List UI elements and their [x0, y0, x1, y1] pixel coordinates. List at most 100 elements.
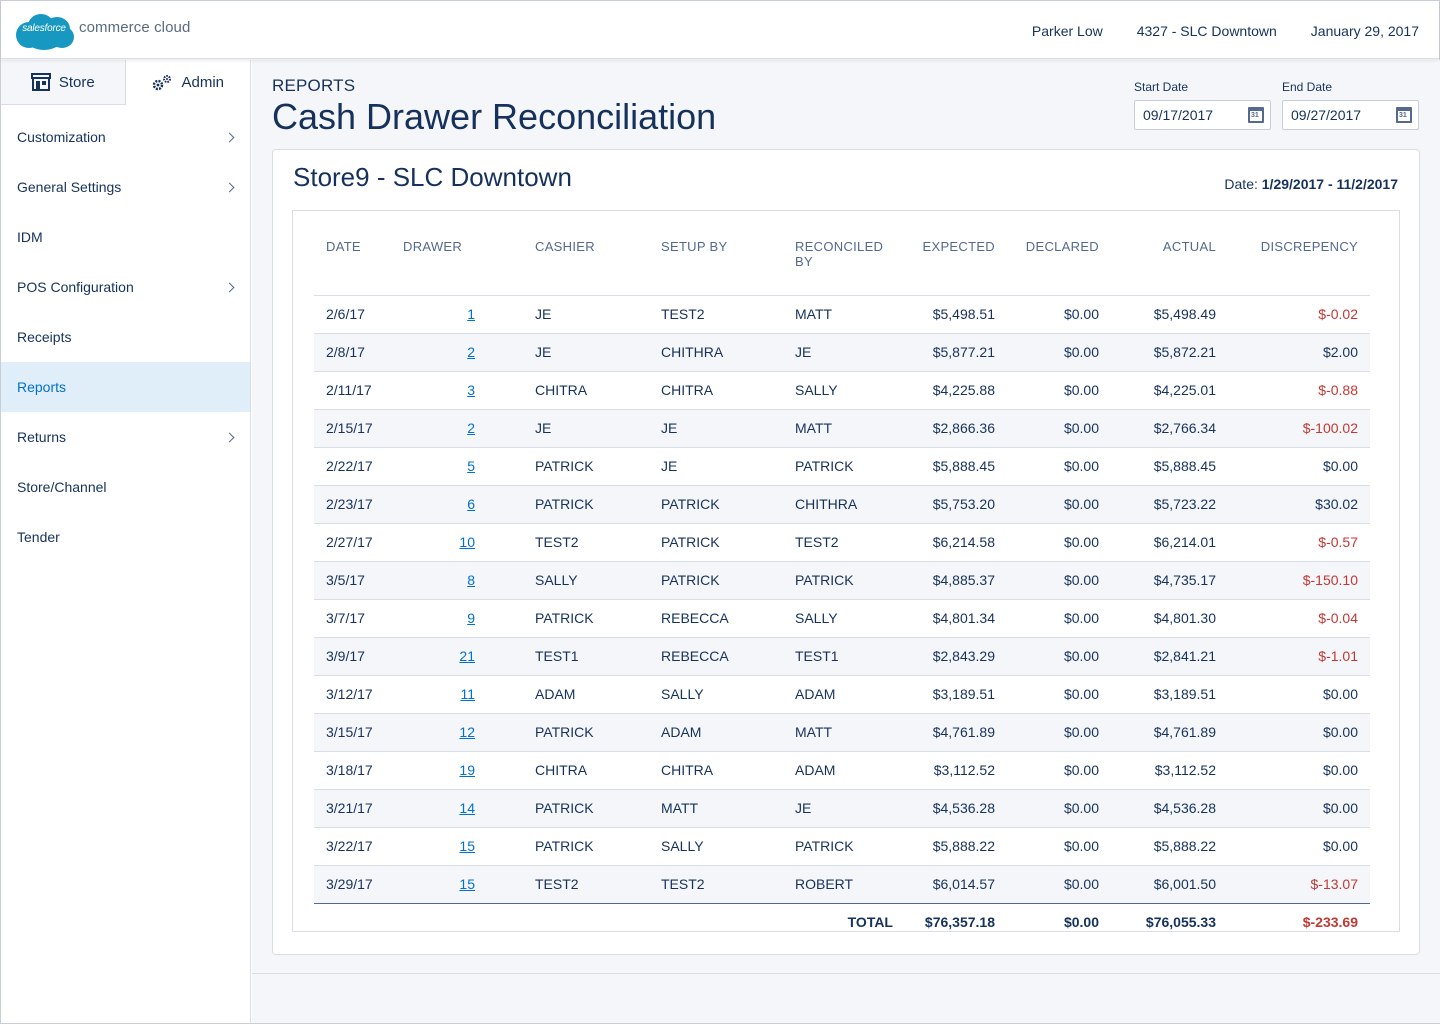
salesforce-logo[interactable]: salesforce commerce cloud — [12, 10, 190, 52]
drawer-link[interactable]: 14 — [459, 800, 475, 816]
sidebar-item-label: IDM — [17, 229, 43, 245]
report-store-name: Store9 - SLC Downtown — [293, 162, 572, 192]
table-row: 3/7/17 9 PATRICK REBECCA SALLY $4,801.34 $0.00… — [314, 599, 1370, 638]
user-name[interactable]: Parker Low — [1031, 23, 1103, 39]
drawer-link[interactable]: 11 — [460, 686, 475, 702]
report-card: Store9 - SLC Downtown Date: 1/29/2017 - … — [272, 149, 1420, 955]
cell-setup-by: PATRICK — [649, 523, 783, 562]
cell-discrepancy: $-100.02 — [1228, 409, 1370, 448]
drawer-link[interactable]: 9 — [467, 610, 475, 626]
cell-setup-by: REBECCA — [649, 637, 783, 676]
sidebar-item-general-settings[interactable]: General Settings — [1, 162, 250, 212]
cell-drawer: 8 — [391, 561, 523, 600]
start-date-input[interactable]: 09/17/2017 31 — [1134, 100, 1271, 130]
calendar-icon[interactable]: 31 — [1248, 107, 1264, 123]
drawer-link[interactable]: 2 — [467, 344, 475, 360]
cell-drawer: 1 — [391, 295, 523, 334]
drawer-link[interactable]: 2 — [467, 420, 475, 436]
cell-cashier: PATRICK — [523, 789, 649, 828]
range-label: Date: — [1224, 176, 1258, 192]
gears-icon — [153, 74, 172, 90]
cell-drawer: 9 — [391, 599, 523, 638]
cell-expected: $2,866.36 — [905, 409, 1007, 448]
cell-reconciled-by: PATRICK — [783, 827, 905, 866]
column-header[interactable]: EXPECTED — [905, 229, 1007, 296]
drawer-link[interactable]: 15 — [459, 876, 475, 892]
column-header[interactable]: RECONCILED BY — [783, 229, 905, 296]
column-header[interactable]: DRAWER — [391, 229, 523, 296]
drawer-link[interactable]: 6 — [467, 496, 475, 512]
breadcrumb[interactable]: REPORTS — [272, 76, 356, 95]
drawer-link[interactable]: 21 — [459, 648, 475, 664]
cell-discrepancy: $0.00 — [1228, 751, 1370, 790]
column-header[interactable]: DISCREPENCY — [1228, 229, 1370, 296]
cell-setup-by: MATT — [649, 789, 783, 828]
calendar-day: 31 — [1399, 112, 1407, 119]
column-header[interactable]: SETUP BY — [649, 229, 783, 296]
tab-admin[interactable]: Admin — [125, 60, 250, 105]
sidebar-item-tender[interactable]: Tender — [1, 512, 250, 562]
cell-reconciled-by: PATRICK — [783, 561, 905, 600]
table-header-row: DATE DRAWER CASHIER SETUP BY RECONCILED … — [314, 229, 1370, 296]
cell-cashier: CHITRA — [523, 751, 649, 790]
sidebar-item-customization[interactable]: Customization — [1, 112, 250, 162]
drawer-link[interactable]: 12 — [459, 724, 475, 740]
cell-setup-by: JE — [649, 409, 783, 448]
sidebar-item-store-channel[interactable]: Store/Channel — [1, 462, 250, 512]
sidebar-item-reports[interactable]: Reports — [1, 362, 250, 412]
cell-declared: $0.00 — [1007, 865, 1111, 904]
table-row: 2/23/17 6 PATRICK PATRICK CHITHRA $5,753.20 $0… — [314, 485, 1370, 524]
table-row: 2/8/17 2 JE CHITHRA JE $5,877.21 $0.00 $5,872.2… — [314, 333, 1370, 372]
sidebar-item-returns[interactable]: Returns — [1, 412, 250, 462]
drawer-link[interactable]: 3 — [467, 382, 475, 398]
sidebar-item-idm[interactable]: IDM — [1, 212, 250, 262]
drawer-link[interactable]: 8 — [467, 572, 475, 588]
sidebar-item-receipts[interactable]: Receipts — [1, 312, 250, 362]
cell-reconciled-by: ADAM — [783, 675, 905, 714]
drawer-link[interactable]: 1 — [467, 306, 475, 322]
cell-setup-by: PATRICK — [649, 485, 783, 524]
cell-expected: $3,189.51 — [905, 675, 1007, 714]
drawer-link[interactable]: 10 — [459, 534, 475, 550]
cell-actual: $4,801.30 — [1111, 599, 1228, 638]
cell-cashier: SALLY — [523, 561, 649, 600]
table-row: 3/21/17 14 PATRICK MATT JE $4,536.28 $0.00 $4,5… — [314, 789, 1370, 828]
table-row: 2/27/17 10 TEST2 PATRICK TEST2 $6,214.58 $0.00… — [314, 523, 1370, 562]
cell-expected: $5,753.20 — [905, 485, 1007, 524]
cell-cashier: TEST2 — [523, 523, 649, 562]
sidebar-item-pos-configuration[interactable]: POS Configuration — [1, 262, 250, 312]
column-header[interactable]: DATE — [314, 229, 391, 296]
footer-divider — [252, 973, 1440, 974]
column-header[interactable]: CASHIER — [523, 229, 649, 296]
cell-declared: $0.00 — [1007, 295, 1111, 334]
cell-date: 3/7/17 — [314, 599, 391, 638]
drawer-link[interactable]: 5 — [467, 458, 475, 474]
cell-discrepancy: $-0.88 — [1228, 371, 1370, 410]
column-header[interactable]: DECLARED — [1007, 229, 1111, 296]
start-date-label: Start Date — [1134, 80, 1189, 94]
drawer-link[interactable]: 19 — [459, 762, 475, 778]
drawer-link[interactable]: 15 — [459, 838, 475, 854]
cell-cashier: JE — [523, 333, 649, 372]
start-date-field: Start Date 09/17/2017 31 — [1134, 80, 1271, 130]
end-date-input[interactable]: 09/27/2017 31 — [1282, 100, 1419, 130]
cell-cashier: JE — [523, 295, 649, 334]
cell-date: 3/21/17 — [314, 789, 391, 828]
store-selector[interactable]: 4327 - SLC Downtown — [1136, 23, 1277, 39]
cell-cashier: PATRICK — [523, 827, 649, 866]
cell-discrepancy: $-0.57 — [1228, 523, 1370, 562]
page-title: Cash Drawer Reconciliation — [272, 96, 717, 137]
calendar-icon[interactable]: 31 — [1396, 107, 1412, 123]
cell-setup-by: TEST2 — [649, 865, 783, 904]
tab-store[interactable]: Store — [1, 60, 126, 105]
chevron-right-icon — [224, 282, 235, 292]
column-header[interactable]: ACTUAL — [1111, 229, 1228, 296]
product-name: commerce cloud — [79, 18, 191, 36]
chevron-right-icon — [224, 182, 235, 192]
cell-expected: $3,112.52 — [905, 751, 1007, 790]
cell-date: 3/15/17 — [314, 713, 391, 752]
table-body: 2/6/17 1 JE TEST2 MATT $5,498.51 $0.00 $5,498.4… — [314, 295, 1370, 904]
cell-drawer: 14 — [391, 789, 523, 828]
cell-date: 2/11/17 — [314, 371, 391, 410]
total-expected: $76,357.18 — [924, 914, 995, 931]
